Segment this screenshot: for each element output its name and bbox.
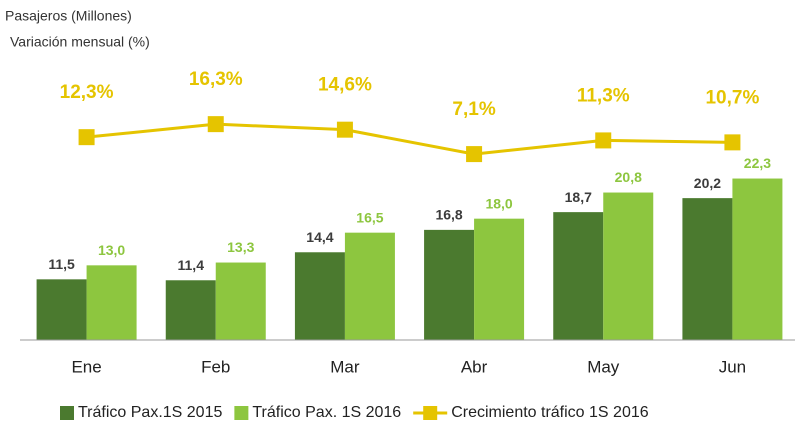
legend-swatch xyxy=(60,406,74,420)
data-label: 10,7% xyxy=(705,87,759,108)
data-label: 20,2 xyxy=(694,175,721,191)
line-marker xyxy=(78,129,95,146)
bar xyxy=(294,252,345,340)
legend-label: Tráfico Pax.1S 2015 xyxy=(78,404,222,421)
bar xyxy=(165,280,216,340)
line-marker xyxy=(595,132,612,149)
chart-title: Pasajeros (Millones) xyxy=(5,8,132,24)
line-marker xyxy=(207,116,224,133)
legend-swatch xyxy=(423,406,438,420)
data-label: 7,1% xyxy=(452,99,495,120)
data-label: 13,3 xyxy=(227,239,254,255)
bar xyxy=(474,218,525,340)
data-label: 14,6% xyxy=(318,75,372,96)
x-tick-label: Jun xyxy=(719,357,746,376)
bar xyxy=(732,178,783,340)
x-tick-label: Feb xyxy=(201,357,230,376)
data-label: 11,5 xyxy=(48,256,75,272)
line-marker xyxy=(724,134,741,151)
data-label: 18,0 xyxy=(485,195,512,211)
bar xyxy=(603,192,654,340)
bar xyxy=(215,262,266,340)
chart-subtitle: Variación mensual (%) xyxy=(10,34,150,50)
x-tick-label: Abr xyxy=(461,357,488,376)
x-tick-label: Ene xyxy=(71,357,101,376)
data-label: 14,4 xyxy=(306,229,333,245)
bar xyxy=(36,279,87,340)
x-tick-label: May xyxy=(587,357,620,376)
data-label: 22,3 xyxy=(744,155,771,171)
data-label: 16,3% xyxy=(189,69,243,90)
data-label: 16,8 xyxy=(435,207,462,223)
data-label: 11,3% xyxy=(577,85,630,106)
bar xyxy=(86,265,137,340)
data-label: 16,5 xyxy=(356,209,383,225)
data-label: 11,4 xyxy=(178,257,205,273)
x-tick-label: Mar xyxy=(330,357,360,376)
data-label: 18,7 xyxy=(565,189,592,205)
legend-label: Crecimiento tráfico 1S 2016 xyxy=(451,404,649,421)
line-marker xyxy=(336,121,353,138)
data-label: 12,3% xyxy=(60,82,114,103)
legend-label: Tráfico Pax. 1S 2016 xyxy=(252,404,401,421)
data-label: 13,0 xyxy=(98,242,125,258)
bar xyxy=(344,232,395,340)
line-series xyxy=(86,122,733,156)
legend-swatch xyxy=(234,406,249,420)
data-label: 20,8 xyxy=(615,169,642,185)
bar xyxy=(553,212,604,340)
bar xyxy=(424,229,475,340)
bar xyxy=(682,198,733,340)
line-marker xyxy=(466,146,483,163)
